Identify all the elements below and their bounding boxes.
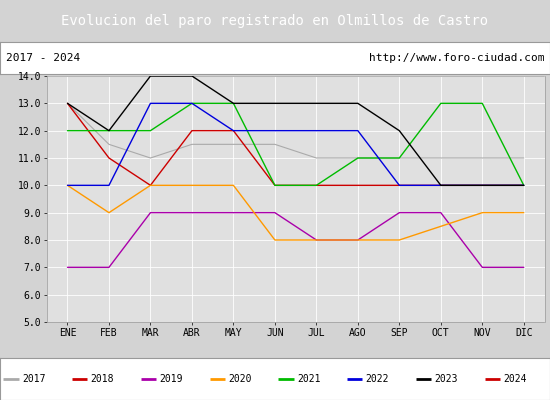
- Text: Evolucion del paro registrado en Olmillos de Castro: Evolucion del paro registrado en Olmillo…: [62, 14, 488, 28]
- Text: 2023: 2023: [434, 374, 458, 384]
- Text: 2017: 2017: [22, 374, 46, 384]
- Text: 2020: 2020: [228, 374, 252, 384]
- Text: 2019: 2019: [160, 374, 183, 384]
- Text: 2021: 2021: [297, 374, 321, 384]
- Text: 2017 - 2024: 2017 - 2024: [6, 53, 80, 63]
- Text: 2018: 2018: [91, 374, 114, 384]
- Text: 2022: 2022: [366, 374, 389, 384]
- Text: 2024: 2024: [503, 374, 527, 384]
- Text: http://www.foro-ciudad.com: http://www.foro-ciudad.com: [369, 53, 544, 63]
